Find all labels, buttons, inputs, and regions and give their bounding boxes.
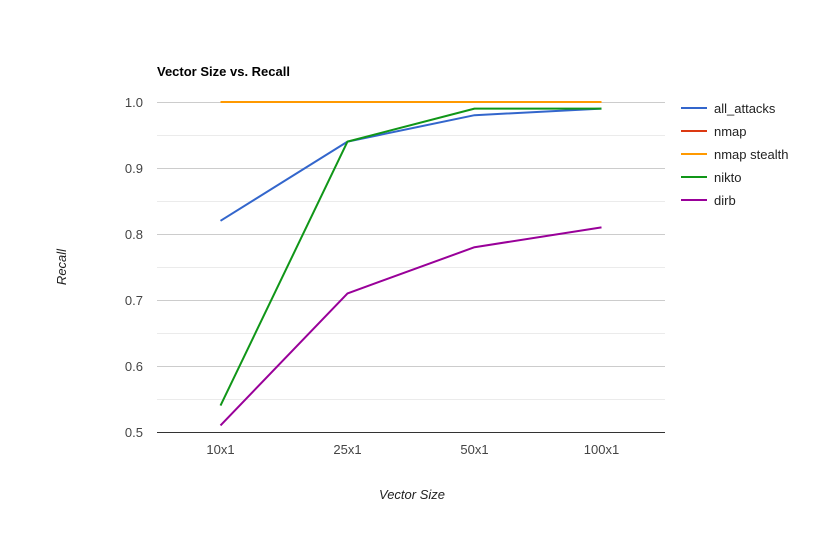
gridlines [157,102,665,433]
x-axis-title: Vector Size [379,487,445,502]
legend-label: nmap stealth [714,147,788,162]
series-lines [219,101,602,427]
legend-label: nikto [714,170,741,185]
y-tick-label: 0.8 [125,227,143,242]
x-tick-label: 100x1 [584,442,619,457]
legend-item: dirb [681,193,736,208]
y-tick-label: 0.9 [125,161,143,176]
y-tick-label: 0.7 [125,293,143,308]
series-line-all-attacks [219,107,602,222]
y-tick-label: 1.0 [125,95,143,110]
x-tick-label: 50x1 [460,442,488,457]
x-tick-label: 25x1 [333,442,361,457]
x-tick-label: 10x1 [206,442,234,457]
y-tick-label: 0.6 [125,359,143,374]
legend-item: nmap [681,124,747,139]
legend-label: dirb [714,193,736,208]
y-axis-ticks: 0.5 0.6 0.7 0.8 0.9 1.0 [125,95,143,440]
series-line-dirb [219,226,602,427]
legend-label: nmap [714,124,747,139]
y-axis-title: Recall [54,248,69,285]
legend-item: all_attacks [681,101,776,116]
legend-item: nmap stealth [681,147,788,162]
chart-title: Vector Size vs. Recall [157,64,290,79]
series-line-nikto [219,107,602,407]
legend-item: nikto [681,170,741,185]
legend-label: all_attacks [714,101,776,116]
y-tick-label: 0.5 [125,425,143,440]
x-axis-ticks: 10x1 25x1 50x1 100x1 [206,442,619,457]
